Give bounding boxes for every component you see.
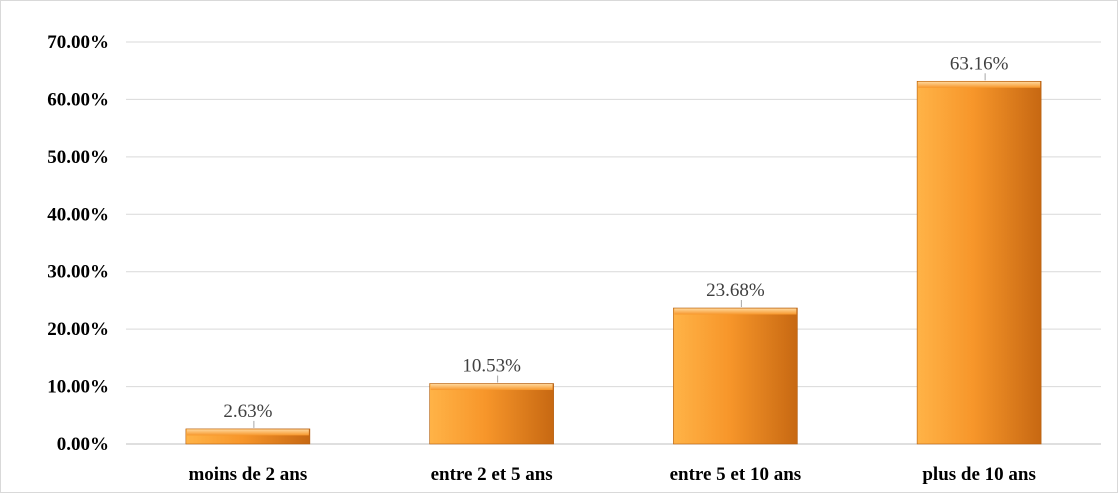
data-label: 63.16%	[950, 53, 1009, 74]
y-tick-label: 30.00%	[47, 262, 109, 283]
bar-highlight	[186, 429, 309, 436]
bar-highlight	[674, 308, 797, 315]
y-tick-label: 20.00%	[47, 319, 109, 340]
x-axis-categories: moins de 2 ans entre 2 et 5 ans entre 5 et…	[188, 464, 1035, 485]
bar-highlight	[430, 384, 553, 391]
y-tick-label: 70.00%	[47, 32, 109, 53]
x-category-label: moins de 2 ans	[188, 464, 307, 485]
y-tick-label: 50.00%	[47, 147, 109, 168]
bars	[185, 80, 1042, 445]
bar-highlight	[918, 81, 1041, 88]
gridlines	[126, 41, 1101, 445]
y-axis-ticks: 0.00% 10.00% 20.00% 30.00% 40.00% 50.00% 60.00…	[47, 32, 109, 455]
y-tick-label: 40.00%	[47, 204, 109, 225]
data-label: 23.68%	[706, 280, 765, 301]
y-tick-label: 0.00%	[57, 434, 109, 455]
data-label: 10.53%	[462, 356, 521, 377]
x-category-label: entre 5 et 10 ans	[670, 464, 802, 485]
y-tick-label: 10.00%	[47, 377, 109, 398]
data-labels: 2.63% 10.53% 23.68% 63.16%	[223, 53, 1009, 428]
bar	[673, 307, 798, 445]
x-category-label: plus de 10 ans	[922, 464, 1036, 485]
x-category-label: entre 2 et 5 ans	[431, 464, 553, 485]
y-tick-label: 60.00%	[47, 89, 109, 110]
data-label: 2.63%	[223, 401, 272, 422]
bar	[916, 80, 1042, 445]
bar	[429, 383, 554, 445]
